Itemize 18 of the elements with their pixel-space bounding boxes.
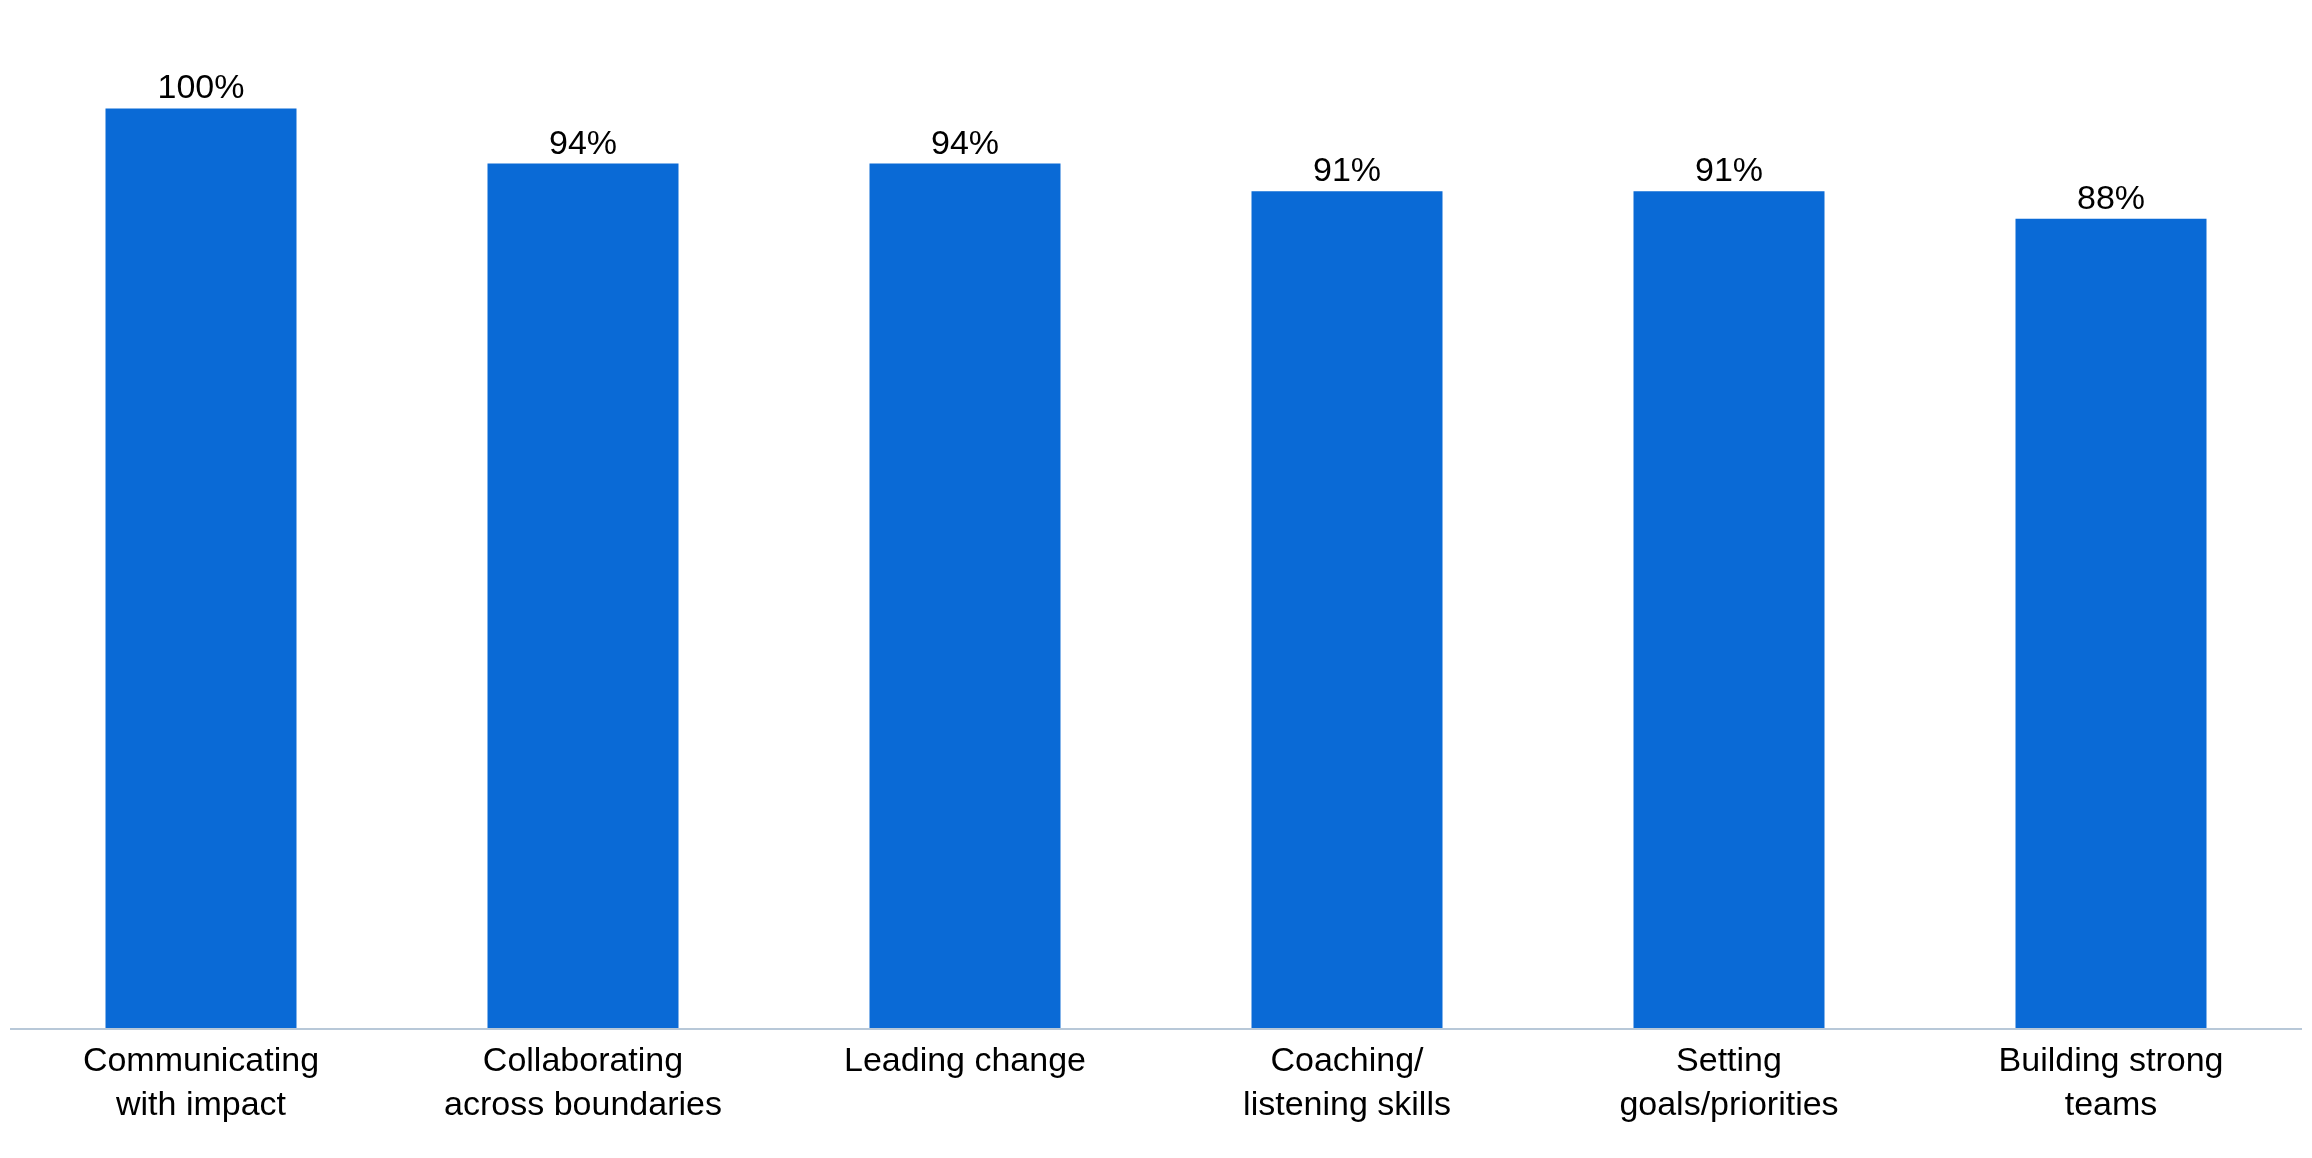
x-tick-label: Coaching/ listening skills (1243, 1039, 1451, 1122)
x-tick-label: Communicating with impact (82, 1039, 320, 1122)
x-tick-label: Leading change (843, 1039, 1087, 1078)
x-tick-label: Setting goals/priorities (1619, 1039, 1839, 1122)
bar (1633, 191, 1825, 1028)
bar (1251, 191, 1443, 1028)
bar (105, 108, 297, 1028)
x-tick-label: Collaborating across boundaries (444, 1039, 722, 1122)
x-tick-label: Building strong teams (1998, 1039, 2224, 1122)
bar (487, 163, 679, 1028)
data-label: 100% (157, 67, 245, 106)
data-label: 94% (548, 122, 618, 161)
data-label: 88% (2076, 177, 2146, 216)
data-label: 91% (1694, 150, 1764, 189)
data-label: 91% (1312, 150, 1382, 189)
data-label: 94% (930, 122, 1000, 161)
bar (2015, 218, 2207, 1028)
bar (869, 163, 1061, 1028)
